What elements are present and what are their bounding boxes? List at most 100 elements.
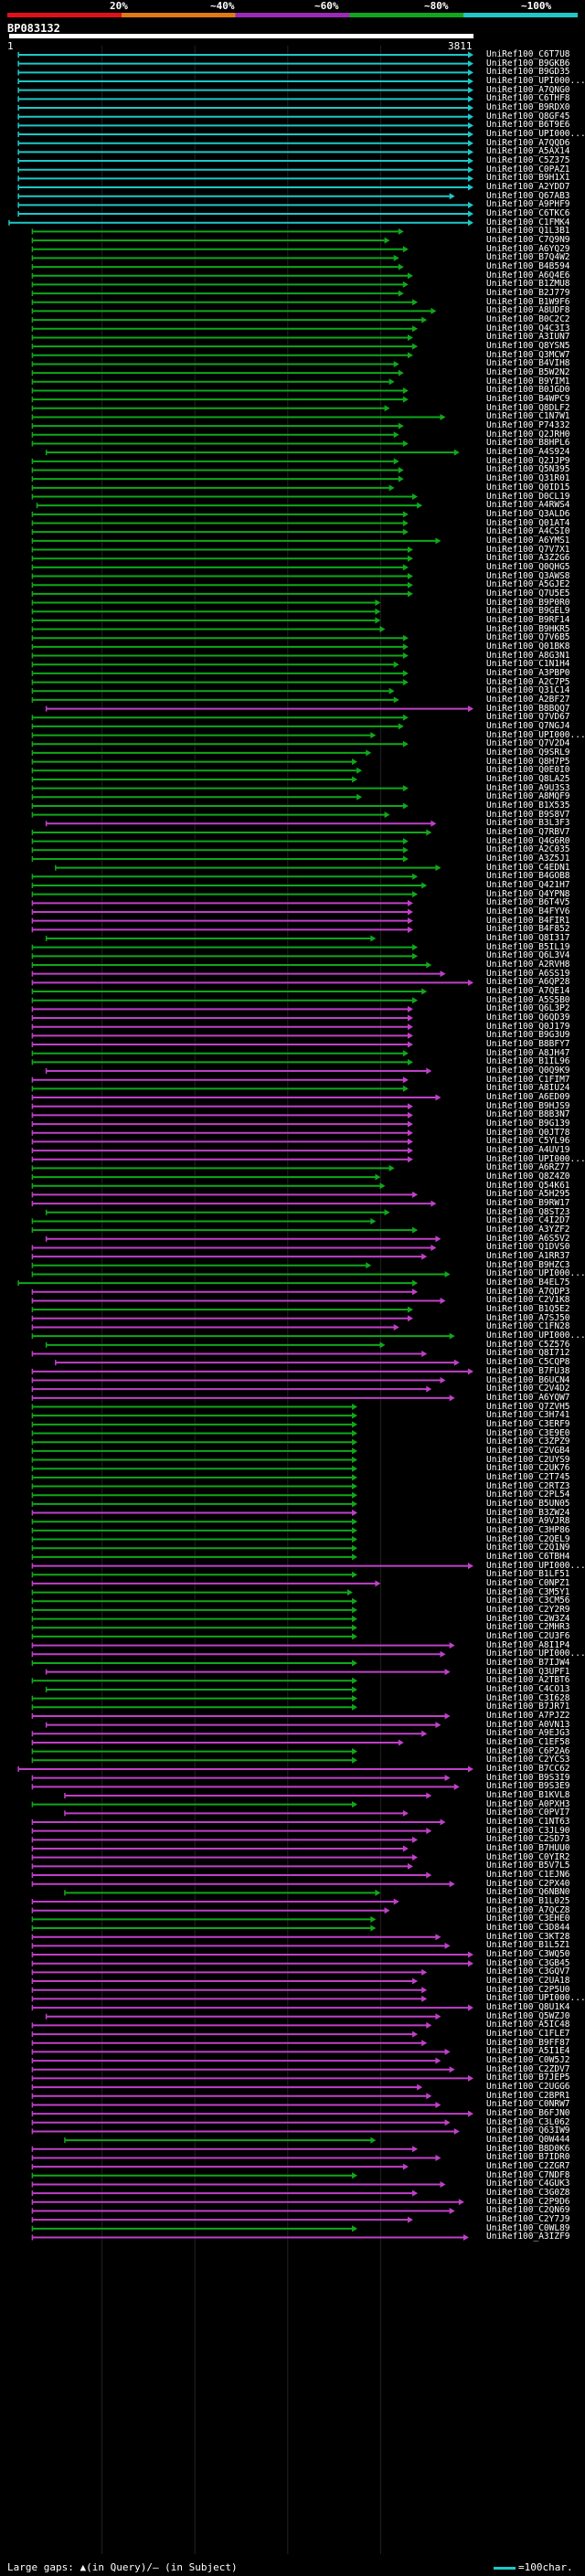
hit-label[interactable]: UniRef100_A9U3S3 <box>486 782 570 793</box>
hit-label[interactable]: UniRef100_C6TBH4 <box>486 1551 570 1562</box>
hit-label[interactable]: UniRef100_C2V1K8 <box>486 1295 570 1306</box>
hit-label[interactable]: UniRef100_B9HJS9 <box>486 1100 570 1111</box>
hit-label[interactable]: UniRef100_A3IZF9 <box>486 2231 570 2242</box>
hit-label[interactable]: UniRef100_Q7V6B5 <box>486 632 570 643</box>
hit-label[interactable]: UniRef100_B4FIR1 <box>486 915 570 926</box>
hit-label[interactable]: UniRef100_B1ZMU8 <box>486 279 570 290</box>
hit-label[interactable]: UniRef100_Q3AWS8 <box>486 570 570 581</box>
hit-label[interactable]: UniRef100_C2P5U0 <box>486 1984 570 1995</box>
hit-label[interactable]: UniRef100_B5W2N2 <box>486 367 570 378</box>
hit-label[interactable]: UniRef100_Q8ST23 <box>486 1206 570 1217</box>
hit-label[interactable]: UniRef100_B7JR71 <box>486 1701 570 1712</box>
hit-label[interactable]: UniRef100_A0VN13 <box>486 1719 570 1730</box>
hit-label[interactable]: UniRef100_C2PL54 <box>486 1489 570 1500</box>
hit-label[interactable]: UniRef100_A5IC48 <box>486 2019 570 2030</box>
hit-label[interactable]: UniRef100_B0C2C2 <box>486 314 570 325</box>
hit-label[interactable]: UniRef100_A8IU24 <box>486 1083 570 1094</box>
hit-label[interactable]: UniRef100_C2ZDV7 <box>486 2063 570 2074</box>
hit-label[interactable]: UniRef100_Q4C3I3 <box>486 323 570 334</box>
hit-label[interactable]: UniRef100_B8BFY7 <box>486 1039 570 1050</box>
hit-label[interactable]: UniRef100_Q6L3P2 <box>486 1003 570 1014</box>
hit-label[interactable]: UniRef100_C3JL90 <box>486 1825 570 1836</box>
hit-label[interactable]: UniRef100_B9S8V7 <box>486 809 570 820</box>
hit-label[interactable]: UniRef100_C7Q9N9 <box>486 235 570 246</box>
hit-label[interactable]: UniRef100_Q0W444 <box>486 2135 570 2146</box>
hit-label[interactable]: UniRef100_B8B3N7 <box>486 1109 570 1120</box>
hit-label[interactable]: UniRef100_Q4YPN8 <box>486 888 570 899</box>
hit-label[interactable]: UniRef100_Q67AB3 <box>486 190 570 201</box>
hit-label[interactable]: UniRef100_A4UV19 <box>486 1145 570 1156</box>
hit-label[interactable]: UniRef100_B4EL75 <box>486 1277 570 1288</box>
hit-label[interactable]: UniRef100_C1FIM7 <box>486 1074 570 1085</box>
hit-label[interactable]: UniRef100_Q8DLF2 <box>486 402 570 413</box>
hit-label[interactable]: UniRef100_Q7U5E5 <box>486 588 570 599</box>
hit-label[interactable]: UniRef100_A8G3N1 <box>486 650 570 661</box>
hit-label[interactable]: UniRef100_B6UCN4 <box>486 1374 570 1385</box>
hit-label[interactable]: UniRef100_Q8LA25 <box>486 773 570 784</box>
hit-label[interactable]: UniRef100_B9HKR5 <box>486 623 570 634</box>
hit-label[interactable]: UniRef100_B1KVL8 <box>486 1789 570 1800</box>
hit-label[interactable]: UniRef100_A7QCZ8 <box>486 1904 570 1915</box>
hit-label[interactable]: UniRef100_C1N7W1 <box>486 411 570 422</box>
hit-label[interactable]: UniRef100_A3Z2G6 <box>486 553 570 564</box>
hit-label[interactable]: UniRef100_A6QP28 <box>486 977 570 988</box>
hit-label[interactable]: UniRef100_B3L3F3 <box>486 818 570 829</box>
hit-label[interactable]: UniRef100_B5V7L5 <box>486 1860 570 1871</box>
hit-label[interactable]: UniRef100_B7IDR0 <box>486 2152 570 2163</box>
hit-label[interactable]: UniRef100_UPI000... <box>486 1648 585 1659</box>
hit-label[interactable]: UniRef100_C7NDF8 <box>486 2169 570 2180</box>
hit-label[interactable]: UniRef100_B4FYV6 <box>486 906 570 917</box>
hit-label[interactable]: UniRef100_A2YDD7 <box>486 182 570 193</box>
hit-label[interactable]: UniRef100_B5IL19 <box>486 941 570 952</box>
hit-label[interactable]: UniRef100_B4VIH8 <box>486 358 570 369</box>
hit-label[interactable]: UniRef100_Q6QD39 <box>486 1012 570 1023</box>
hit-label[interactable]: UniRef100_UPI000... <box>486 1153 585 1164</box>
hit-label[interactable]: UniRef100_C3WQ50 <box>486 1949 570 1960</box>
hit-label[interactable]: UniRef100_A9EJG3 <box>486 1728 570 1739</box>
hit-label[interactable]: UniRef100_B9RW17 <box>486 1198 570 1209</box>
hit-label[interactable]: UniRef100_A2RVH8 <box>486 959 570 970</box>
hit-label[interactable]: UniRef100_A7QQD6 <box>486 137 570 148</box>
hit-label[interactable]: UniRef100_Q01BK8 <box>486 641 570 652</box>
hit-label[interactable]: UniRef100_A7QNG0 <box>486 84 570 95</box>
hit-label[interactable]: UniRef100_Q5WZJ0 <box>486 2010 570 2021</box>
hit-label[interactable]: UniRef100_Q7ZVH5 <box>486 1401 570 1412</box>
hit-label[interactable]: UniRef100_B8HPL6 <box>486 438 570 449</box>
hit-label[interactable]: UniRef100_C2Q1N9 <box>486 1542 570 1553</box>
hit-label[interactable]: UniRef100_Q63IW9 <box>486 2125 570 2136</box>
hit-label[interactable]: UniRef100_Q3UPF1 <box>486 1666 570 1677</box>
hit-label[interactable]: UniRef100_B9FF87 <box>486 2037 570 2048</box>
hit-label[interactable]: UniRef100_Q2JRH0 <box>486 429 570 440</box>
hit-label[interactable]: UniRef100_A4CSI0 <box>486 526 570 537</box>
hit-label[interactable]: UniRef100_UPI000... <box>486 1330 585 1341</box>
hit-label[interactable]: UniRef100_B1W9F6 <box>486 296 570 307</box>
hit-label[interactable]: UniRef100_C2V4D2 <box>486 1383 570 1394</box>
hit-label[interactable]: UniRef100_C5CQP8 <box>486 1357 570 1368</box>
hit-label[interactable]: UniRef100_B9GD35 <box>486 67 570 78</box>
hit-label[interactable]: UniRef100_B9HZC3 <box>486 1259 570 1270</box>
hit-label[interactable]: UniRef100_C1N1H4 <box>486 659 570 670</box>
hit-label[interactable]: UniRef100_B6T4V5 <box>486 897 570 908</box>
hit-label[interactable]: UniRef100_Q0QHG5 <box>486 561 570 572</box>
hit-label[interactable]: UniRef100_C2W3Z4 <box>486 1613 570 1624</box>
hit-label[interactable]: UniRef100_Q8YSN5 <box>486 341 570 352</box>
hit-label[interactable]: UniRef100_B7FU38 <box>486 1365 570 1376</box>
hit-label[interactable]: UniRef100_A9VJR8 <box>486 1516 570 1527</box>
hit-label[interactable]: UniRef100_B9P0R0 <box>486 597 570 608</box>
hit-label[interactable]: UniRef100_Q421H7 <box>486 879 570 890</box>
hit-label[interactable]: UniRef100_B8D0K6 <box>486 2143 570 2154</box>
hit-label[interactable]: UniRef100_C1FLE7 <box>486 2029 570 2040</box>
hit-label[interactable]: UniRef100_Q9SRL9 <box>486 747 570 758</box>
hit-label[interactable]: UniRef100_Q7NGJ4 <box>486 720 570 731</box>
hit-label[interactable]: UniRef100_B1Q5E2 <box>486 1304 570 1315</box>
hit-label[interactable]: UniRef100_C6TKC6 <box>486 208 570 219</box>
hit-label[interactable]: UniRef100_A6YMS1 <box>486 535 570 546</box>
hit-label[interactable]: UniRef100_C2Y2R9 <box>486 1604 570 1615</box>
hit-label[interactable]: UniRef100_C2RTZ3 <box>486 1480 570 1491</box>
hit-label[interactable]: UniRef100_C2VGB4 <box>486 1445 570 1456</box>
hit-label[interactable]: UniRef100_C2ZGR7 <box>486 2161 570 2172</box>
hit-label[interactable]: UniRef100_C3M5Y1 <box>486 1586 570 1597</box>
hit-label[interactable]: UniRef100_B4B594 <box>486 261 570 272</box>
hit-label[interactable]: UniRef100_A1RR37 <box>486 1251 570 1262</box>
hit-label[interactable]: UniRef100_B9RDX0 <box>486 102 570 113</box>
